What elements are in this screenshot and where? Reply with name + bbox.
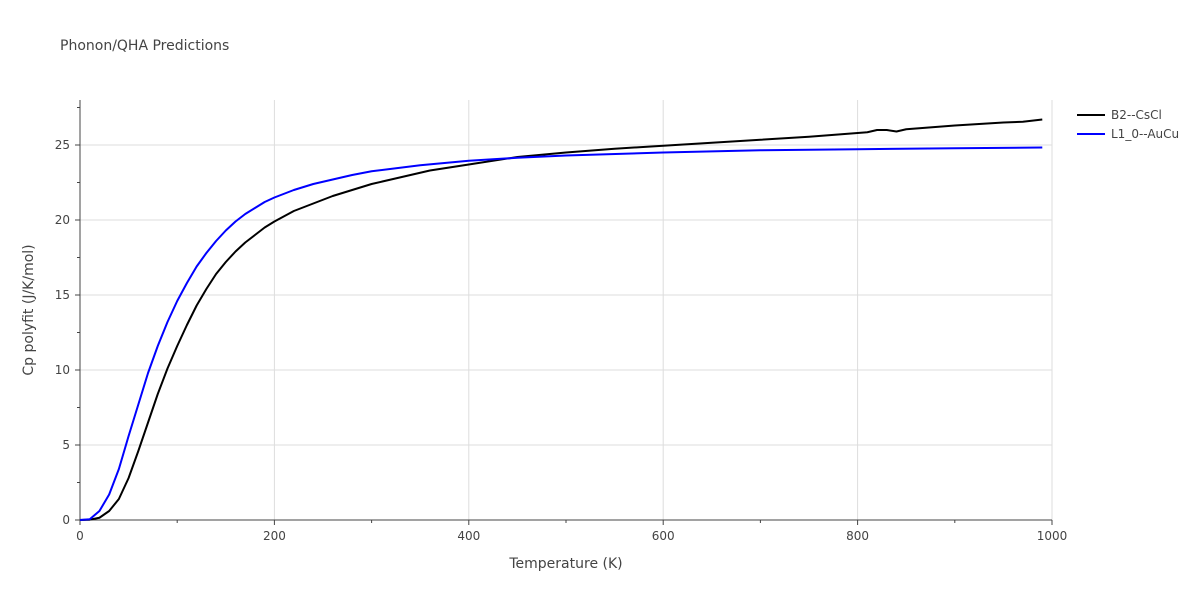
x-tick-label: 0 bbox=[76, 529, 84, 543]
legend-label: L1_0--AuCu bbox=[1111, 127, 1179, 141]
legend[interactable]: B2--CsCl L1_0--AuCu bbox=[1077, 108, 1179, 141]
x-axis-title: Temperature (K) bbox=[508, 556, 622, 572]
y-tick-label: 10 bbox=[55, 363, 70, 377]
x-tick-label: 400 bbox=[457, 529, 480, 543]
series-layer bbox=[79, 118, 1043, 521]
x-tick-label: 1000 bbox=[1037, 529, 1068, 543]
x-tick-label: 200 bbox=[263, 529, 286, 543]
legend-item[interactable]: L1_0--AuCu bbox=[1077, 127, 1179, 141]
y-tick-label: 0 bbox=[62, 513, 70, 527]
y-tick-label: 15 bbox=[55, 288, 70, 302]
y-axis-title: Cp polyfit (J/K/mol) bbox=[21, 244, 37, 375]
series-line-b2-cscl[interactable] bbox=[79, 118, 1043, 521]
legend-label: B2--CsCl bbox=[1111, 108, 1162, 122]
axes: 0 200 400 600 800 1000 0 5 10 15 20 25 bbox=[55, 100, 1068, 543]
x-tick-label: 800 bbox=[846, 529, 869, 543]
chart-title: Phonon/QHA Predictions bbox=[60, 38, 229, 54]
x-tick-label: 600 bbox=[652, 529, 675, 543]
y-tick-label: 25 bbox=[55, 138, 70, 152]
grid bbox=[80, 100, 1053, 520]
series-line-l1-0-aucu[interactable] bbox=[79, 146, 1043, 521]
y-tick-label: 5 bbox=[62, 438, 70, 452]
y-tick-label: 20 bbox=[55, 213, 70, 227]
legend-item[interactable]: B2--CsCl bbox=[1077, 108, 1162, 122]
